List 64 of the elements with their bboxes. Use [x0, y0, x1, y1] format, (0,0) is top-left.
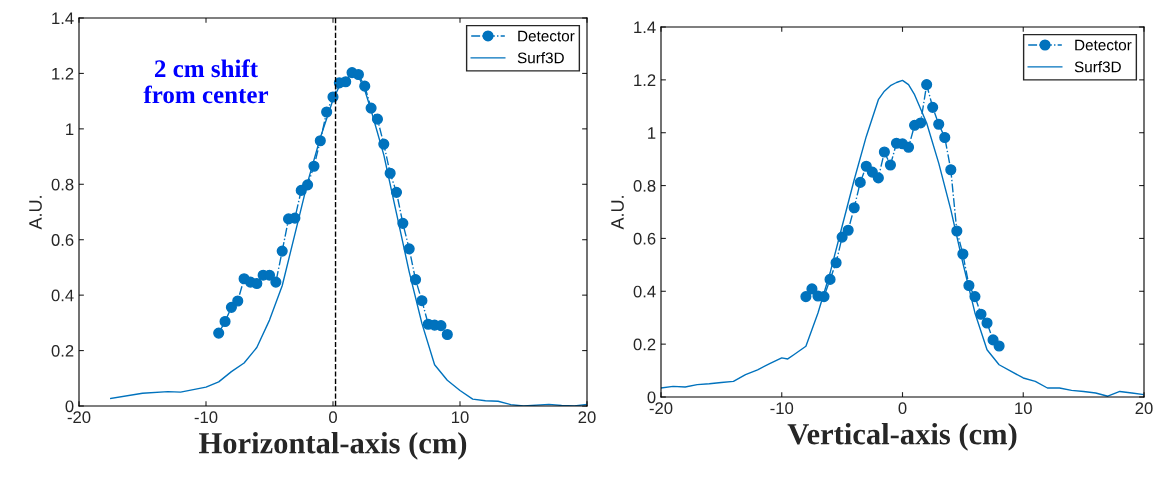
x-tick-label: -20: [649, 402, 673, 415]
x-tick-label: -20: [67, 411, 91, 424]
y-tick-label: 0.4: [633, 285, 656, 298]
y-tick-label: 0.6: [633, 232, 656, 245]
point: [945, 164, 957, 176]
legend-label: Detector: [518, 30, 575, 42]
legend-label: Surf3D: [517, 52, 564, 64]
y-tick-label: 0: [647, 391, 656, 404]
point: [219, 315, 231, 328]
x-tick-label: -10: [770, 402, 794, 415]
point: [872, 172, 884, 184]
point: [884, 159, 896, 171]
x-tick-label: -10: [194, 411, 218, 424]
y-tick-label: 0.6: [51, 234, 74, 246]
point: [902, 141, 915, 153]
point: [921, 79, 933, 91]
x-tick-label: 20: [1135, 402, 1153, 415]
point: [276, 245, 288, 257]
y-tick-label: 0.8: [51, 178, 74, 191]
point: [927, 101, 939, 113]
point: [800, 291, 812, 303]
point: [854, 176, 866, 188]
point: [409, 274, 422, 286]
point: [441, 328, 453, 341]
point: [416, 295, 428, 307]
point: [993, 340, 1005, 352]
y-tick-label: 0.2: [633, 338, 656, 351]
y-tick-label: 0.8: [633, 179, 656, 192]
x-tick-label: 10: [452, 411, 469, 424]
x-tick-label: 0: [898, 402, 907, 415]
point: [251, 277, 263, 290]
legend-label: Detector: [1075, 39, 1132, 51]
y-tick-label: 1: [66, 123, 74, 135]
point: [213, 327, 225, 339]
annotation: 2 cm shift from center: [143, 59, 269, 104]
point: [915, 117, 927, 129]
point: [806, 283, 818, 295]
point: [975, 308, 987, 320]
y-tick-label: 0.2: [51, 344, 74, 357]
y-tick-label: 0.4: [51, 289, 74, 302]
point: [981, 317, 993, 329]
y-tick-label: 1.2: [634, 74, 656, 86]
y-tick-label: 1: [648, 127, 656, 139]
point: [842, 224, 854, 236]
point: [878, 146, 890, 158]
legend-label: Surf3D: [1074, 61, 1121, 73]
point: [939, 131, 951, 144]
y-tick-label: 1.2: [52, 67, 74, 80]
point: [232, 295, 244, 307]
point: [225, 301, 237, 313]
y-axis-title: A.U.: [29, 196, 42, 230]
x-axis-title: Vertical-axis (cm): [787, 422, 1017, 451]
x-axis-title: Horizontal-axis (cm): [199, 431, 467, 460]
x-tick-label: 0: [329, 411, 337, 424]
point: [933, 118, 945, 130]
point: [390, 186, 403, 198]
y-tick-label: 1.4: [634, 21, 656, 34]
point: [848, 202, 860, 214]
point: [403, 243, 415, 255]
y-axis-title: A.U.: [611, 196, 624, 230]
x-tick-label: 10: [1015, 402, 1032, 415]
x-tick-label: 20: [578, 411, 596, 424]
y-tick-label: 1.4: [52, 12, 74, 25]
point: [270, 276, 282, 288]
